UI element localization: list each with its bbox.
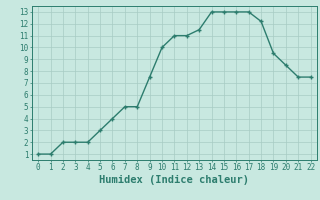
X-axis label: Humidex (Indice chaleur): Humidex (Indice chaleur) — [100, 175, 249, 185]
